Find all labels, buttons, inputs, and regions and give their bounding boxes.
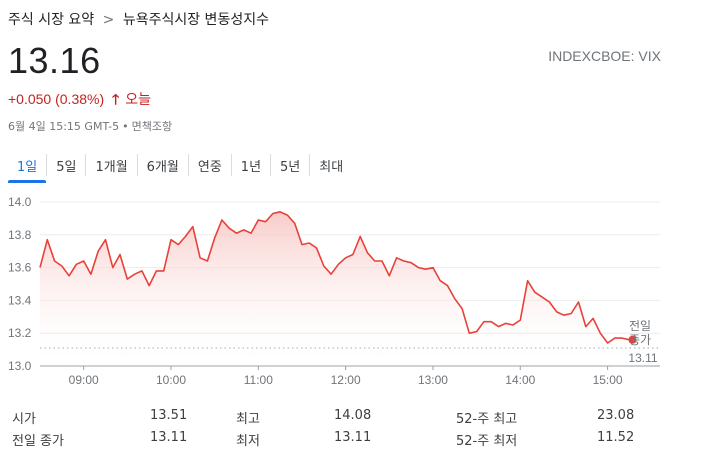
stat-high-value: 14.08 bbox=[334, 408, 372, 423]
breadcrumb-current: 뉴욕주식시장 변동성지수 bbox=[122, 12, 269, 28]
tab-divider bbox=[270, 154, 272, 176]
meta-separator: • bbox=[122, 120, 129, 133]
tab-1m[interactable]: 1개월 bbox=[95, 160, 128, 175]
x-tick-label: 11:00 bbox=[244, 373, 273, 385]
disclaimer-link[interactable]: 면책조항 bbox=[131, 120, 173, 133]
stat-prev-close-value: 13.11 bbox=[150, 430, 188, 445]
change-value: +0.050 (0.38%) bbox=[8, 91, 105, 107]
stats-row: 시가 13.51 최고 14.08 52-주 최고 23.08 bbox=[0, 408, 703, 430]
prev-close-label: 종가 bbox=[629, 333, 651, 347]
x-tick-label: 10:00 bbox=[156, 373, 186, 385]
x-tick-label: 09:00 bbox=[69, 373, 99, 385]
prev-close-value: 13.11 bbox=[628, 351, 657, 365]
x-tick-label: 12:00 bbox=[331, 373, 361, 385]
price-chart[interactable]: 13.0 13.2 13.4 13.6 13.8 14.0 09:00 10:00 11:00 1… bbox=[0, 190, 703, 385]
breadcrumb: 주식 시장 요약 > 뉴욕주식시장 변동성지수 bbox=[8, 9, 269, 29]
tab-max[interactable]: 최대 bbox=[319, 160, 344, 175]
tab-1d[interactable]: 1일 bbox=[8, 152, 47, 183]
y-tick-label: 13.8 bbox=[8, 228, 32, 242]
tab-divider bbox=[85, 154, 87, 176]
tab-divider bbox=[230, 154, 232, 176]
tab-1y[interactable]: 1년 bbox=[240, 160, 262, 175]
stat-prev-close-label: 전일 종가 bbox=[12, 434, 64, 449]
change-period: 오늘 bbox=[125, 91, 151, 107]
range-tabs: 1일 5일 1개월 6개월 연중 1년 5년 최대 bbox=[8, 152, 352, 183]
tab-divider bbox=[187, 154, 189, 176]
x-tick-label: 15:00 bbox=[593, 373, 623, 385]
last-price-marker bbox=[628, 335, 637, 344]
stat-open-value: 13.51 bbox=[150, 408, 188, 423]
quote-meta: 6월 4일 15:15 GMT-5 • 면책조항 bbox=[8, 118, 172, 134]
tab-ytd[interactable]: 연중 bbox=[197, 160, 222, 175]
y-tick-label: 13.6 bbox=[8, 261, 32, 275]
tab-5d[interactable]: 5일 bbox=[56, 160, 77, 175]
price-value: 13.16 bbox=[8, 40, 101, 81]
breadcrumb-parent-link[interactable]: 주식 시장 요약 bbox=[8, 12, 95, 28]
price-area-fill bbox=[40, 211, 630, 366]
y-tick-label: 14.0 bbox=[8, 195, 32, 209]
y-tick-label: 13.4 bbox=[8, 293, 32, 307]
stat-52w-low-label: 52-주 최저 bbox=[456, 434, 518, 449]
breadcrumb-separator: > bbox=[102, 12, 115, 28]
tab-divider bbox=[136, 154, 138, 176]
x-tick-label: 14:00 bbox=[505, 373, 535, 385]
stat-low-value: 13.11 bbox=[334, 430, 372, 445]
tab-divider bbox=[46, 154, 48, 176]
stats-row: 전일 종가 13.11 최저 13.11 52-주 최저 11.52 bbox=[0, 430, 703, 452]
price-change: +0.050 (0.38%) 🡑 오늘 bbox=[8, 89, 151, 113]
prev-close-label: 전일 bbox=[629, 319, 651, 333]
stat-open-label: 시가 bbox=[12, 412, 36, 427]
y-tick-label: 13.0 bbox=[8, 359, 32, 373]
tab-6m[interactable]: 6개월 bbox=[146, 160, 179, 175]
quote-timestamp: 6월 4일 15:15 GMT-5 bbox=[8, 120, 120, 133]
x-tick-label: 13:00 bbox=[418, 373, 448, 385]
stat-low-label: 최저 bbox=[236, 434, 260, 449]
arrow-up-icon: 🡑 bbox=[112, 91, 120, 107]
key-stats: 시가 13.51 최고 14.08 52-주 최고 23.08 전일 종가 13… bbox=[0, 408, 703, 452]
price-line bbox=[39, 211, 630, 344]
stat-52w-high-label: 52-주 최고 bbox=[456, 412, 518, 427]
stat-high-label: 최고 bbox=[236, 412, 260, 427]
stat-52w-low-value: 11.52 bbox=[597, 430, 635, 445]
y-tick-label: 13.2 bbox=[8, 326, 32, 340]
stat-52w-high-value: 23.08 bbox=[597, 408, 635, 423]
tab-5y[interactable]: 5년 bbox=[280, 160, 301, 175]
ticker-symbol: INDEXCBOE: VIX bbox=[548, 48, 661, 64]
tab-divider bbox=[309, 154, 311, 176]
